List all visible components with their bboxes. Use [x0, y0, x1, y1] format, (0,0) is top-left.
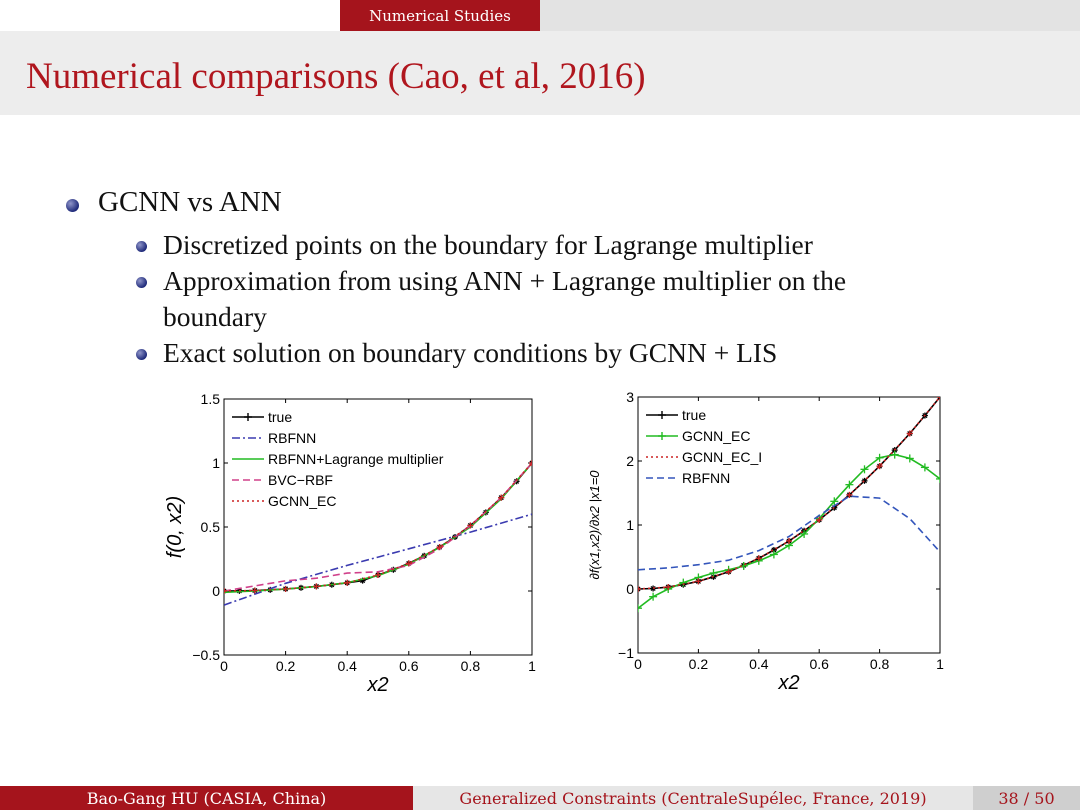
- legend-label: BVC−RBF: [268, 472, 333, 488]
- legend-label: RBFNN+Lagrange multiplier: [268, 451, 444, 467]
- sub-bullet-icon: [136, 349, 147, 360]
- x-tick-label: 0.6: [809, 656, 829, 672]
- legend-label: GCNN_EC: [682, 428, 750, 444]
- nav-right-area: [540, 0, 1080, 31]
- plot-area: [637, 396, 941, 654]
- y-tick-label: 2: [626, 453, 634, 469]
- data-point-0: [224, 588, 227, 592]
- x-tick-label: 0.4: [337, 658, 357, 674]
- y-axis-label: ∂f(x1,x2)/∂x2 |x1=0: [587, 470, 602, 580]
- sub-bullet-icon: [136, 277, 147, 288]
- sub-bullet-icon: [136, 241, 147, 252]
- data-point-0: [937, 397, 940, 400]
- x-axis-label: x2: [366, 674, 388, 696]
- y-tick-label: 3: [626, 389, 634, 405]
- x-tick-label: 1: [528, 658, 536, 674]
- nav-left-area: [0, 0, 340, 31]
- x-tick-label: 0.4: [749, 656, 769, 672]
- x-tick-label: 0: [634, 656, 642, 672]
- bullet-icon: [66, 199, 79, 212]
- footer-page-number: 38 / 50: [973, 786, 1080, 810]
- series-line-3: [224, 462, 532, 592]
- legend-label: true: [682, 407, 706, 423]
- legend-label: GCNN_EC_I: [682, 449, 762, 465]
- legend-label: GCNN_EC: [268, 493, 336, 509]
- y-tick-label: 1: [212, 455, 220, 471]
- section-label[interactable]: Numerical Studies: [340, 0, 540, 31]
- y-tick-label: 0: [626, 581, 634, 597]
- x-tick-label: 0.8: [461, 658, 481, 674]
- y-tick-label: 0: [212, 583, 220, 599]
- x-tick-label: 1: [936, 656, 944, 672]
- x-tick-label: 0.6: [399, 658, 419, 674]
- y-tick-label: 0.5: [201, 519, 221, 535]
- bullet-main: GCNN vs ANN: [98, 186, 282, 218]
- sub-bullet-1: Discretized points on the boundary for L…: [163, 229, 813, 260]
- sub-bullet-2-cont: boundary: [163, 301, 267, 332]
- sub-bullet-2: Approximation from using ANN + Lagrange …: [163, 265, 847, 296]
- series-line-1: [224, 513, 532, 606]
- footer-talk-title: Generalized Constraints (CentraleSupélec…: [413, 786, 973, 810]
- x-tick-label: 0.2: [689, 656, 709, 672]
- legend-label: RBFNN: [682, 470, 730, 486]
- y-tick-label: 1.5: [201, 391, 221, 407]
- sub-bullet-3: Exact solution on boundary conditions by…: [163, 337, 778, 368]
- data-point-0: [529, 460, 532, 464]
- y-tick-label: −0.5: [192, 647, 220, 663]
- top-navigation-bar: Numerical Studies: [0, 0, 1080, 31]
- data-point-0: [638, 586, 641, 590]
- legend-label: true: [268, 409, 292, 425]
- series-group: [638, 397, 940, 613]
- x-tick-label: 0: [220, 658, 228, 674]
- x-tick-label: 0.2: [276, 658, 296, 674]
- x-tick-label: 0.8: [870, 656, 890, 672]
- title-bar: Numerical comparisons (Cao, et al, 2016): [0, 31, 1080, 115]
- footer-bar: Bao-Gang HU (CASIA, China) Generalized C…: [0, 786, 1080, 810]
- data-point-0: [638, 588, 641, 592]
- series-line-3: [638, 495, 940, 571]
- legend-label: RBFNN: [268, 430, 316, 446]
- y-tick-label: 1: [626, 517, 634, 533]
- series-group: [224, 460, 532, 606]
- plot-area: [223, 398, 533, 656]
- slide-title: Numerical comparisons (Cao, et al, 2016): [26, 56, 646, 97]
- y-axis-label: f(0, x2): [164, 496, 186, 558]
- footer-author: Bao-Gang HU (CASIA, China): [0, 786, 413, 810]
- y-tick-label: −1: [618, 645, 634, 661]
- x-axis-label: x2: [777, 672, 799, 694]
